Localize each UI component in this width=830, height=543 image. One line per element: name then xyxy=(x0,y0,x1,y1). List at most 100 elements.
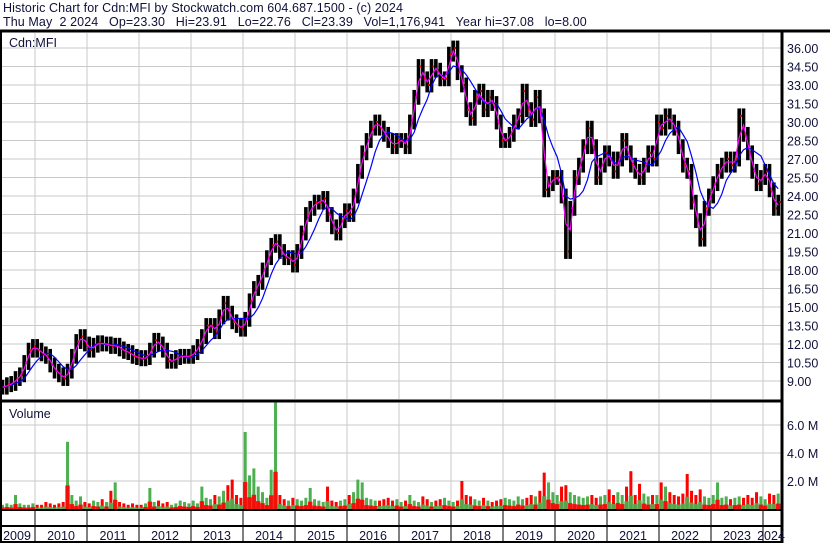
volume-bar xyxy=(326,486,330,509)
volume-bar xyxy=(443,497,447,509)
volume-bar xyxy=(724,496,728,509)
volume-bar-base xyxy=(620,504,625,509)
volume-bar-base xyxy=(711,504,716,509)
volume-bar-base xyxy=(702,504,707,509)
volume-bar-base xyxy=(212,504,218,509)
close-tick xyxy=(233,320,236,323)
volume-bar-base xyxy=(481,505,486,509)
volume-bar-base xyxy=(607,502,612,509)
volume-bar-base xyxy=(451,506,456,509)
volume-bar xyxy=(408,495,412,509)
volume-bar-base xyxy=(763,505,768,509)
volume-bar-base xyxy=(26,507,31,509)
close-tick xyxy=(666,114,669,117)
volume-bar xyxy=(698,489,702,509)
price-tick-label: 19.50 xyxy=(787,246,818,260)
volume-bar-base xyxy=(321,506,326,509)
volume-bar xyxy=(482,497,486,509)
volume-bar-base xyxy=(589,504,595,509)
volume-bar-base xyxy=(9,507,14,509)
volume-bar-base xyxy=(433,506,439,509)
volume-bar xyxy=(79,496,83,509)
close-tick xyxy=(471,117,474,120)
volume-bar-base xyxy=(403,506,408,509)
volume-bar xyxy=(547,482,551,509)
volume-bar-base xyxy=(377,506,382,509)
volume-bar xyxy=(599,496,603,509)
close-tick xyxy=(475,96,478,99)
volume-bar xyxy=(568,492,572,509)
volume-bar xyxy=(204,497,208,509)
close-tick xyxy=(536,96,539,99)
volume-bar xyxy=(352,492,356,509)
close-tick xyxy=(774,207,777,210)
volume-bar-base xyxy=(407,504,413,509)
volume-bar-base xyxy=(394,505,400,509)
volume-bar xyxy=(139,504,143,509)
volume-bar xyxy=(74,500,78,509)
volume-bar xyxy=(174,503,178,509)
close-tick xyxy=(168,360,171,363)
volume-bar xyxy=(330,500,334,509)
price-tick-label: 30.00 xyxy=(787,116,818,130)
volume-bar xyxy=(278,495,282,509)
close-tick xyxy=(501,139,504,142)
year-tick-label: 2016 xyxy=(359,529,387,543)
close-tick xyxy=(562,195,565,197)
volume-bar xyxy=(703,496,707,509)
volume-bar-base xyxy=(230,498,235,509)
volume-bar-base xyxy=(533,504,538,509)
volume-bar xyxy=(170,504,174,509)
volume-bar-base xyxy=(750,505,755,509)
volume-bar xyxy=(469,496,473,509)
volume-bar-base xyxy=(247,497,252,509)
close-tick xyxy=(480,90,483,93)
volume-bar-base xyxy=(412,506,417,509)
volume-bar-base xyxy=(693,504,699,509)
volume-bar-base xyxy=(442,505,447,509)
volume-bar xyxy=(590,495,594,509)
close-tick xyxy=(371,127,374,130)
volume-bar-base xyxy=(529,504,534,509)
volume-bar-base xyxy=(108,502,114,509)
volume-bar-base xyxy=(537,502,543,509)
volume-bar xyxy=(66,441,70,509)
volume-bar-base xyxy=(672,504,677,509)
volume-bar-base xyxy=(438,505,443,509)
volume-bar xyxy=(217,496,221,509)
volume-bar-base xyxy=(572,504,577,509)
year-axis: 2009 2010 2011 2012 2013 2014 2015 2016 2017 2018… xyxy=(3,529,785,543)
volume-bar-base xyxy=(165,506,170,509)
close-tick xyxy=(623,139,626,142)
volume-bar-base xyxy=(563,500,569,509)
close-tick xyxy=(701,238,704,241)
volume-bar xyxy=(633,495,637,509)
close-tick xyxy=(484,108,487,111)
year-tick-label: 2018 xyxy=(463,529,491,543)
year-tick-label: 2010 xyxy=(47,529,75,543)
price-tick-label: 22.50 xyxy=(787,209,818,223)
close-tick xyxy=(90,349,93,352)
volume-bar xyxy=(499,499,503,509)
close-tick xyxy=(111,345,114,348)
close-tick xyxy=(254,287,257,290)
volume-bar-base xyxy=(121,507,127,509)
volume-bar xyxy=(191,500,195,509)
volume-bar xyxy=(105,502,109,509)
volume-bar xyxy=(681,493,685,509)
volume-bar xyxy=(265,497,269,509)
volume-bar xyxy=(607,489,611,509)
volume-bar-base xyxy=(22,507,27,509)
volume-bar-base xyxy=(43,506,49,509)
year-tick-label: 2019 xyxy=(515,529,543,543)
volume-bar-base xyxy=(30,507,36,509)
volume-bar xyxy=(646,496,650,509)
volume-bar xyxy=(711,495,715,509)
volume-bar-base xyxy=(95,506,101,509)
volume-bar-base xyxy=(286,506,291,509)
close-tick xyxy=(523,90,526,93)
volume-bar-base xyxy=(654,504,660,509)
volume-bar xyxy=(685,474,689,509)
volume-bar xyxy=(222,490,226,509)
